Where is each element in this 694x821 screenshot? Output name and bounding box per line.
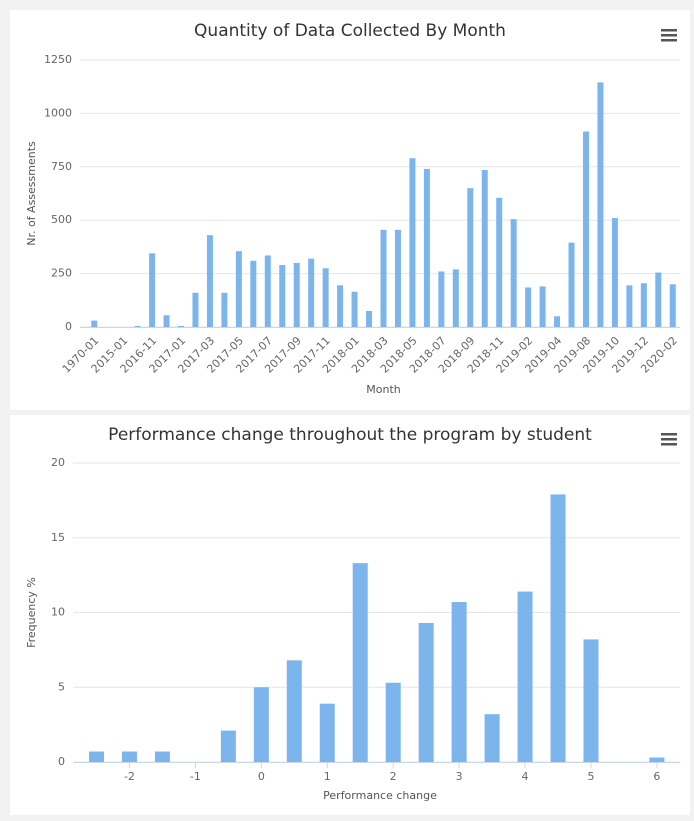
bar <box>192 292 199 327</box>
bar <box>423 168 430 327</box>
bar <box>418 622 434 762</box>
chart-title: Performance change throughout the progra… <box>108 425 592 445</box>
bar <box>235 251 242 327</box>
bar <box>438 271 445 327</box>
x-tick-label: 3 <box>456 770 463 783</box>
y-tick-label: 0 <box>65 320 72 333</box>
x-axis-title: Month <box>366 383 401 396</box>
bar <box>568 242 575 327</box>
y-tick-label: 500 <box>51 213 72 226</box>
bar <box>409 158 416 327</box>
bar <box>525 287 532 327</box>
x-tick-label: 1 <box>324 770 331 783</box>
bar <box>286 660 302 762</box>
x-tick-label: 6 <box>653 770 660 783</box>
bar <box>91 320 98 327</box>
bar <box>510 219 517 327</box>
bar <box>221 292 228 327</box>
bar <box>319 703 335 762</box>
menu-button[interactable] <box>661 29 677 42</box>
y-tick-label: 1000 <box>44 106 72 119</box>
x-tick-label: 2 <box>390 770 397 783</box>
chart-card <box>10 415 690 815</box>
y-tick-label: 15 <box>51 531 65 544</box>
bar <box>640 283 647 327</box>
y-axis-title: Nr. of Assessments <box>25 141 38 246</box>
bar <box>279 265 286 327</box>
bar <box>467 188 474 327</box>
bar <box>337 285 344 327</box>
bar <box>517 591 533 762</box>
y-tick-label: 10 <box>51 606 65 619</box>
bar <box>220 730 236 762</box>
menu-button[interactable] <box>661 433 677 446</box>
bar <box>178 325 185 327</box>
bar <box>322 268 329 327</box>
bar <box>496 197 503 327</box>
y-tick-label: 0 <box>58 755 65 768</box>
bar <box>250 260 257 327</box>
bar <box>385 682 401 762</box>
bar <box>121 751 137 762</box>
bar <box>134 325 141 327</box>
bar <box>481 170 488 327</box>
bar <box>550 494 566 762</box>
bar <box>597 82 604 327</box>
bar <box>452 269 459 327</box>
bar <box>655 272 662 327</box>
bar <box>626 285 633 327</box>
bar <box>264 255 271 327</box>
bar <box>351 291 358 327</box>
y-axis-title: Frequency % <box>25 577 38 648</box>
chart-title: Quantity of Data Collected By Month <box>194 21 506 41</box>
bar <box>582 131 589 327</box>
bar <box>154 751 170 762</box>
bar <box>352 563 368 762</box>
x-tick-label: 0 <box>258 770 265 783</box>
y-tick-label: 1250 <box>44 53 72 66</box>
chart-card <box>10 10 690 410</box>
y-tick-label: 250 <box>51 267 72 280</box>
bar <box>451 602 467 762</box>
x-tick-label: 5 <box>587 770 594 783</box>
bar <box>611 218 618 327</box>
bar <box>253 687 269 762</box>
bar <box>293 262 300 327</box>
bar <box>206 235 213 327</box>
bar <box>583 639 599 762</box>
x-tick-label: -2 <box>124 770 135 783</box>
bar <box>88 751 104 762</box>
x-axis-title: Performance change <box>323 789 437 802</box>
y-tick-label: 750 <box>51 160 72 173</box>
x-tick-label: -1 <box>190 770 201 783</box>
bar <box>366 310 373 327</box>
bar <box>163 315 170 327</box>
y-tick-label: 5 <box>58 680 65 693</box>
x-tick-label: 4 <box>522 770 529 783</box>
bar <box>554 316 561 327</box>
bar <box>394 229 401 327</box>
bar <box>149 253 156 327</box>
bar <box>380 229 387 327</box>
bar <box>649 757 665 762</box>
y-tick-label: 20 <box>51 456 65 469</box>
bar <box>539 286 546 327</box>
bar <box>484 714 500 762</box>
bar <box>669 284 676 327</box>
bar <box>308 258 315 327</box>
